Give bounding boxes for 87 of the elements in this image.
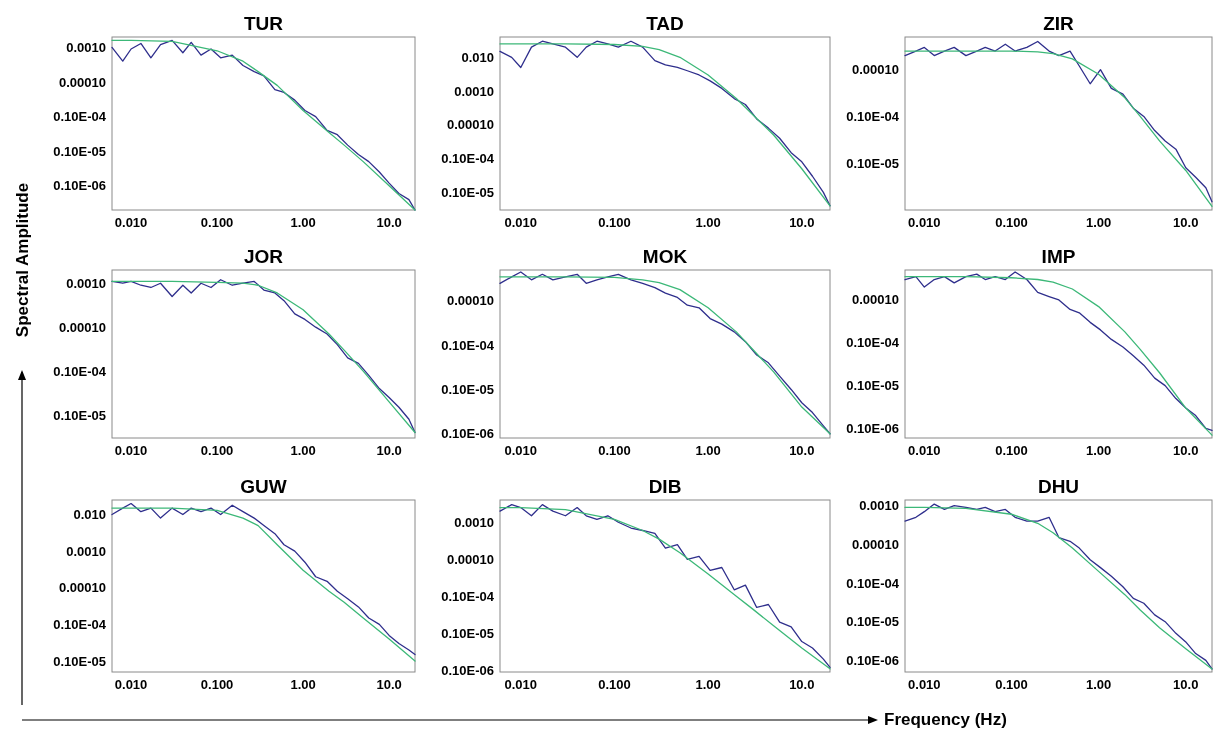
y-tick-label: 0.0010	[66, 39, 106, 55]
y-tick-label: 0.10E-06	[53, 178, 106, 194]
y-tick-label: 0.10E-04	[53, 363, 107, 379]
x-tick-label: 0.100	[995, 677, 1028, 692]
y-tick-label: 0.10E-04	[441, 151, 495, 167]
y-tick-label: 0.0010	[859, 498, 899, 514]
x-tick-label: 1.00	[1085, 443, 1112, 458]
y-tick-label: 0.10E-05	[846, 378, 899, 394]
chart-title: ZIR	[1043, 13, 1075, 34]
y-tick-label: 0.010	[73, 507, 106, 523]
x-tick-label: 1.00	[695, 677, 721, 692]
y-tick-label: 0.10E-05	[53, 143, 106, 159]
x-tick-label: 10.0	[1173, 215, 1199, 230]
x-tick-label: 10.0	[1173, 443, 1199, 458]
y-axis-title: Spectral Amplitude	[13, 182, 32, 338]
chart-title: MOK	[642, 246, 688, 267]
x-tick-label: 0.010	[114, 677, 148, 692]
y-tick-label: 0.00010	[447, 551, 494, 567]
x-tick-label: 1.00	[290, 215, 316, 230]
x-tick-label: 10.0	[376, 215, 402, 230]
x-tick-label: 0.010	[908, 443, 941, 458]
y-tick-label: 0.10E-05	[53, 407, 106, 423]
y-tick-label: 0.10E-04	[53, 616, 107, 632]
y-tick-label: 0.10E-06	[846, 421, 899, 437]
x-tick-label: 0.010	[504, 215, 538, 230]
y-tick-label: 0.10E-05	[53, 653, 106, 669]
y-tick-label: 0.00010	[852, 536, 899, 552]
y-tick-label: 0.10E-05	[441, 184, 494, 200]
y-tick-label: 0.00010	[447, 293, 494, 309]
y-tick-label: 0.10E-06	[846, 652, 899, 668]
y-tick-label: 0.00010	[59, 580, 106, 596]
x-tick-label: 0.010	[908, 215, 941, 230]
x-tick-label: 0.010	[908, 677, 941, 692]
y-tick-label: 0.0010	[454, 514, 494, 530]
x-tick-label: 10.0	[789, 443, 815, 458]
y-tick-label: 0.00010	[852, 292, 899, 308]
y-tick-label: 0.10E-06	[441, 426, 494, 442]
x-tick-label: 1.00	[1085, 677, 1112, 692]
x-tick-label: 10.0	[376, 443, 402, 458]
x-tick-label: 1.00	[1085, 215, 1112, 230]
x-tick-label: 1.00	[695, 215, 721, 230]
x-tick-label: 0.100	[200, 677, 234, 692]
x-tick-label: 1.00	[290, 443, 316, 458]
y-tick-label: 0.0010	[454, 83, 494, 99]
x-tick-label: 0.100	[995, 215, 1028, 230]
y-tick-label: 0.00010	[59, 319, 106, 335]
y-tick-label: 0.0010	[66, 543, 106, 559]
y-tick-label: 0.00010	[447, 117, 494, 133]
x-tick-label: 10.0	[789, 677, 815, 692]
y-tick-label: 0.10E-05	[441, 382, 494, 397]
y-tick-label: 0.10E-04	[846, 575, 900, 591]
chart-title: GUW	[240, 476, 287, 497]
y-tick-label: 0.10E-04	[53, 109, 107, 125]
y-tick-label: 0.00010	[59, 74, 106, 90]
x-tick-label: 0.010	[114, 443, 148, 458]
x-tick-label: 1.00	[695, 443, 721, 458]
x-tick-label: 0.010	[504, 677, 538, 692]
chart-title: TAD	[646, 13, 684, 34]
x-tick-label: 0.100	[598, 215, 631, 230]
chart-title: DHU	[1037, 476, 1080, 497]
y-tick-label: 0.010	[461, 49, 494, 65]
x-tick-label: 0.100	[200, 443, 234, 458]
x-tick-label: 0.100	[200, 215, 234, 230]
x-tick-label: 1.00	[290, 677, 316, 692]
chart-title: DIB	[648, 476, 682, 497]
x-tick-label: 10.0	[376, 677, 402, 692]
chart-title: IMP	[1041, 246, 1076, 267]
y-tick-label: 0.10E-04	[846, 109, 900, 125]
x-tick-label: 10.0	[1173, 677, 1199, 692]
x-tick-label: 0.100	[598, 443, 631, 458]
y-tick-label: 0.10E-04	[441, 337, 495, 353]
x-tick-label: 0.010	[504, 443, 538, 458]
y-tick-label: 0.10E-05	[846, 155, 899, 171]
x-tick-label: 0.010	[114, 215, 148, 230]
y-tick-label: 0.10E-04	[441, 588, 495, 604]
chart-title: JOR	[243, 246, 284, 267]
y-tick-label: 0.10E-06	[441, 662, 494, 678]
x-tick-label: 0.100	[598, 677, 631, 692]
x-tick-label: 10.0	[789, 215, 815, 230]
y-tick-label: 0.10E-05	[441, 625, 494, 641]
y-tick-label: 0.00010	[852, 62, 899, 78]
y-tick-label: 0.10E-05	[846, 614, 899, 630]
y-tick-label: 0.10E-04	[846, 335, 900, 351]
x-axis-title: Frequency (Hz)	[884, 710, 1007, 729]
chart-title: TUR	[243, 13, 284, 34]
y-tick-label: 0.0010	[66, 275, 106, 291]
x-tick-label: 0.100	[995, 443, 1028, 458]
